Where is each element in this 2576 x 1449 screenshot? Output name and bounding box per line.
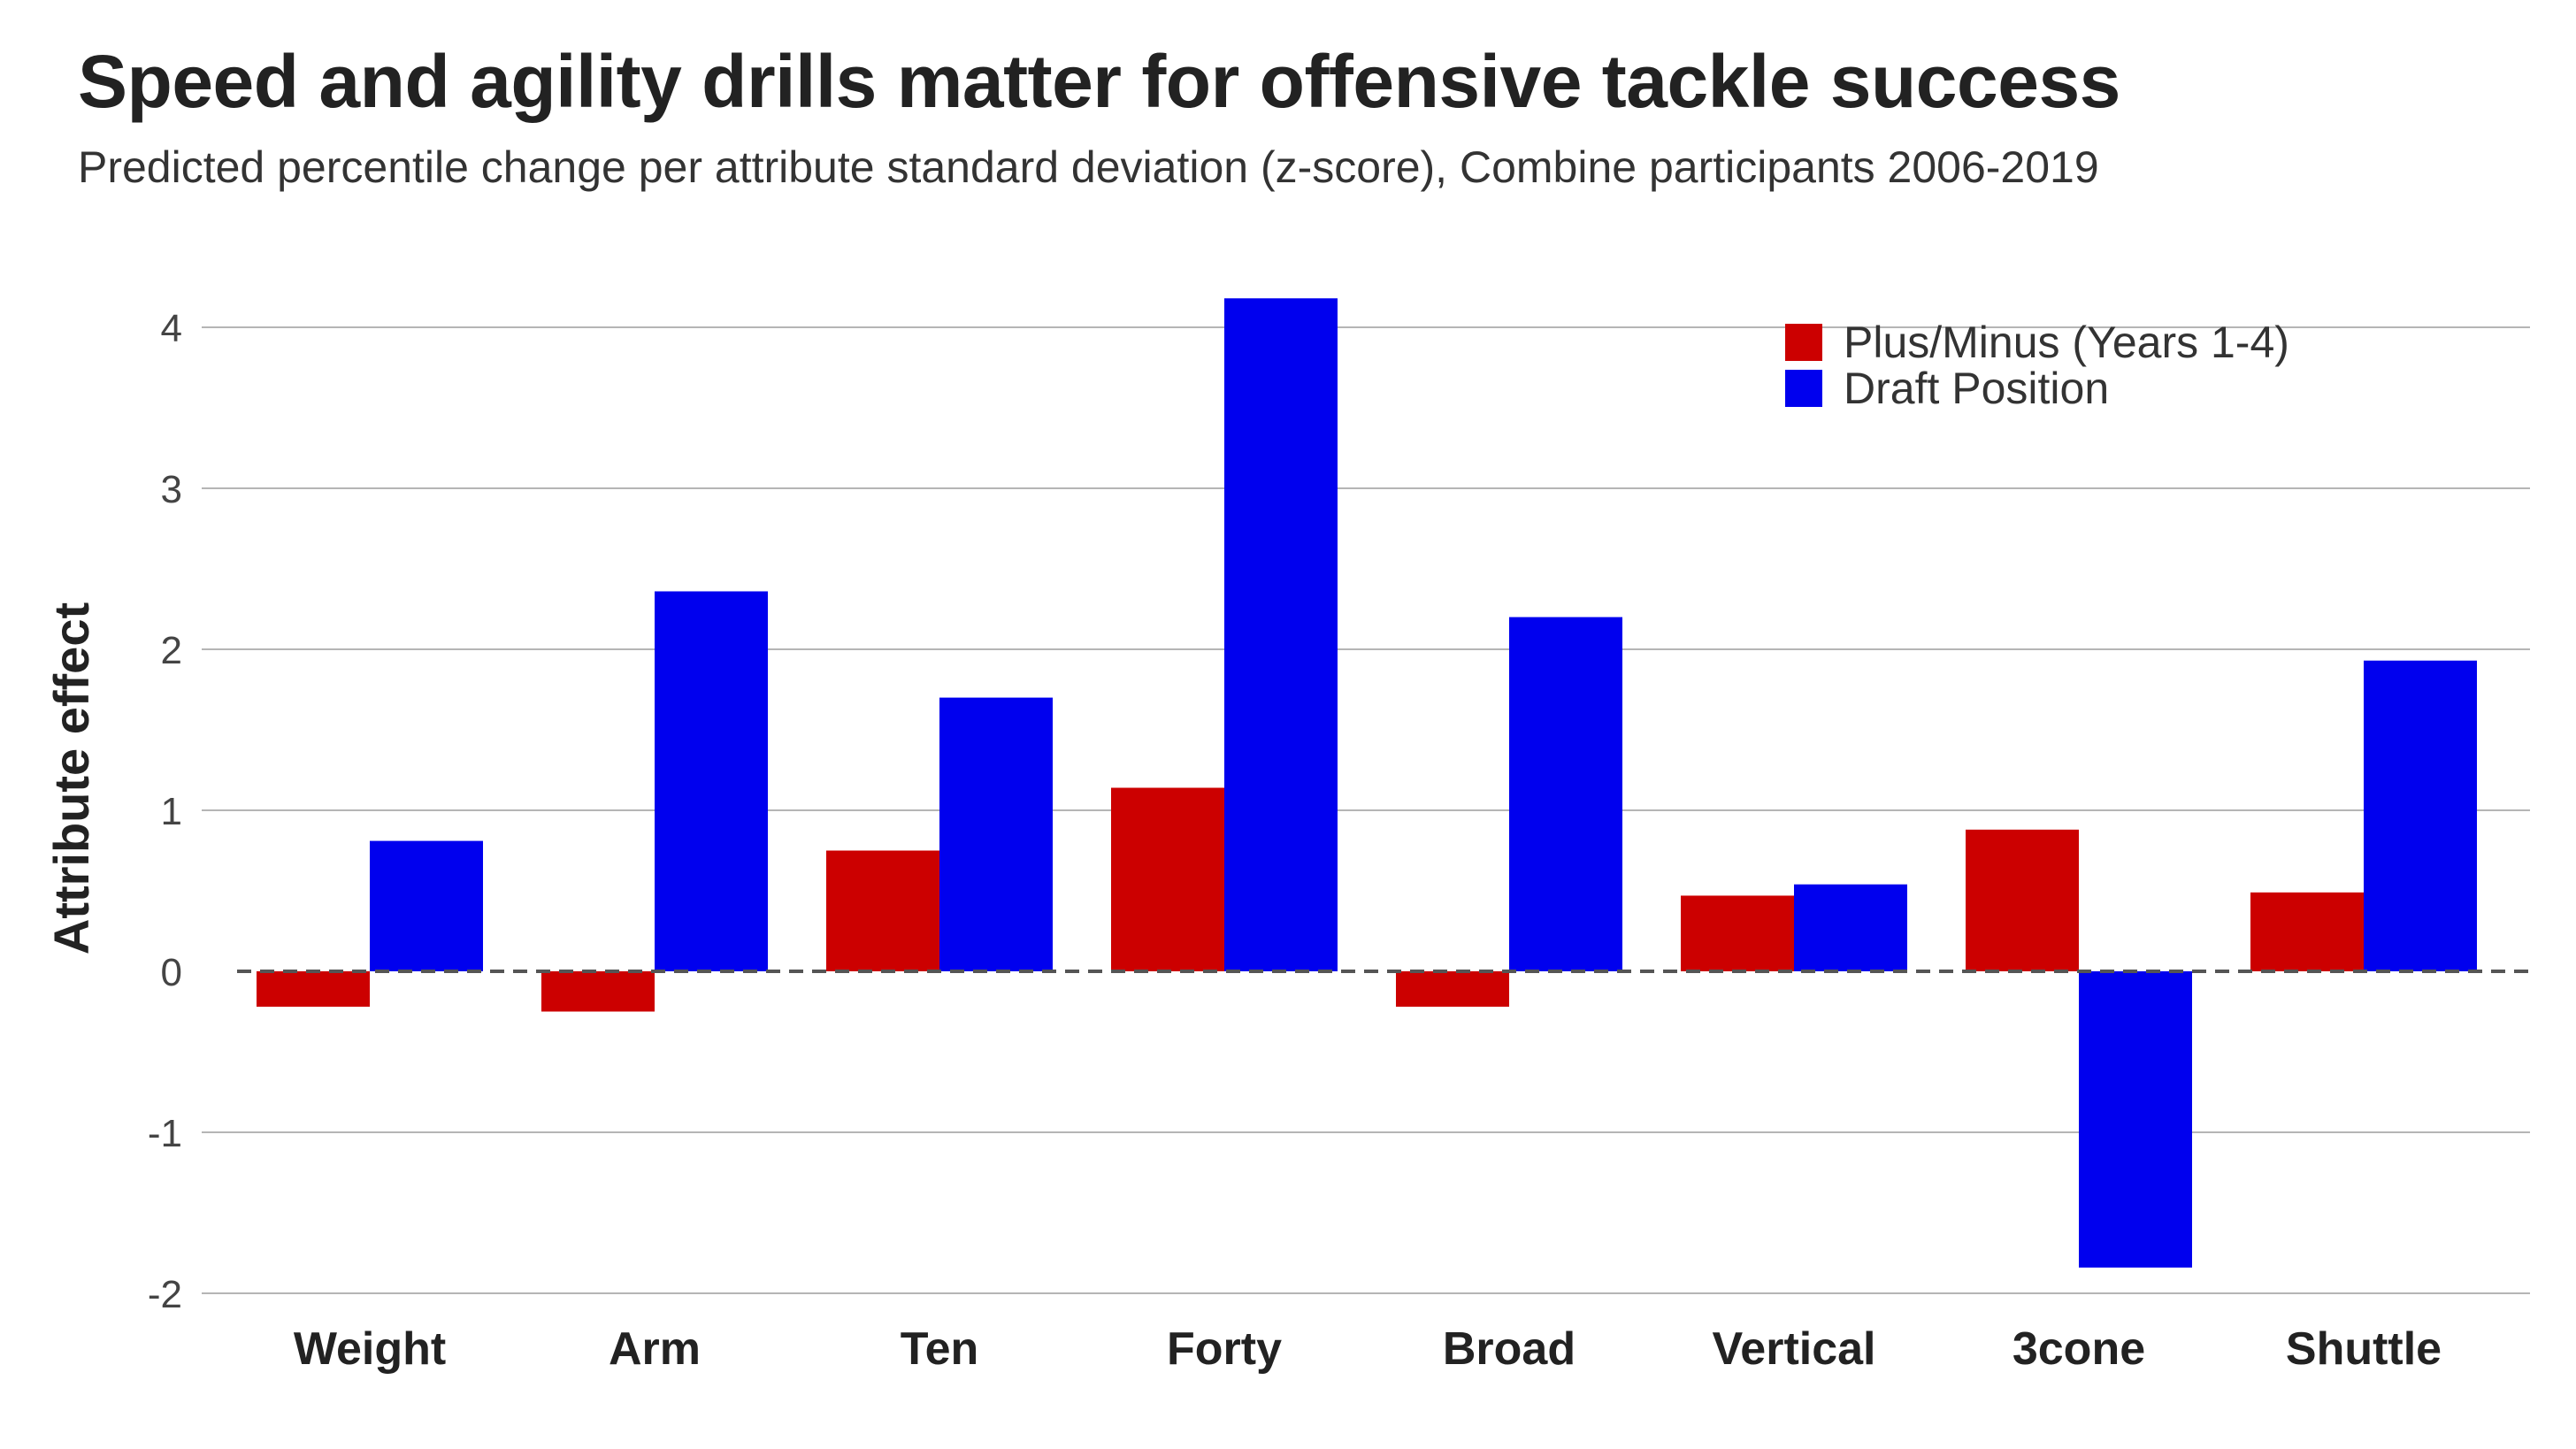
legend-label: Draft Position <box>1844 364 2109 413</box>
y-axis-label: Attribute effect <box>43 602 99 954</box>
bar-draft-position-broad <box>1509 617 1622 971</box>
bar-draft-position-vertical <box>1794 884 1907 971</box>
legend-swatch <box>1785 324 1822 361</box>
y-tick-label: 1 <box>161 790 182 833</box>
x-axis-ticks: Weight Arm Ten Forty Broad Vertical 3cone Shutt… <box>294 1323 2442 1375</box>
x-tick-label: Shuttle <box>2286 1323 2442 1375</box>
legend: Plus/Minus (Years 1-4)Draft Position <box>1785 318 2289 413</box>
x-tick-label: Arm <box>609 1323 701 1375</box>
x-tick-label: Weight <box>294 1323 446 1375</box>
legend-swatch <box>1785 370 1822 407</box>
y-tick-label: -2 <box>148 1273 182 1316</box>
bar-draft-position-forty <box>1224 298 1338 971</box>
chart-subtitle: Predicted percentile change per attribut… <box>78 142 2099 192</box>
bar-draft-position-shuttle <box>2364 660 2477 971</box>
legend-label: Plus/Minus (Years 1-4) <box>1844 318 2289 367</box>
x-tick-label: Vertical <box>1712 1323 1875 1375</box>
bar-plus-minus-forty <box>1111 787 1224 971</box>
bar-plus-minus-shuttle <box>2250 892 2364 971</box>
y-tick-label: -1 <box>148 1112 182 1155</box>
y-tick-label: 3 <box>161 468 182 511</box>
x-tick-label: Ten <box>901 1323 979 1375</box>
y-tick-label: 0 <box>161 951 182 994</box>
y-tick-label: 4 <box>161 307 182 350</box>
bar-plus-minus-arm <box>541 971 655 1012</box>
bar-plus-minus-vertical <box>1681 895 1794 971</box>
bar-draft-position-ten <box>939 697 1053 971</box>
chart-title: Speed and agility drills matter for offe… <box>78 40 2120 123</box>
bar-plus-minus-3cone <box>1966 829 2079 971</box>
y-axis-ticks: -2 -1 0 1 2 3 4 <box>148 307 182 1316</box>
x-tick-label: 3cone <box>2012 1323 2145 1375</box>
gridlines <box>202 326 2530 1294</box>
bar-plus-minus-ten <box>826 850 939 971</box>
bar-draft-position-3cone <box>2079 971 2192 1268</box>
bars <box>257 298 2477 1268</box>
bar-plus-minus-weight <box>257 971 370 1008</box>
y-tick-label: 2 <box>161 629 182 672</box>
bar-draft-position-arm <box>655 591 768 971</box>
x-tick-label: Forty <box>1167 1323 1282 1375</box>
bar-plus-minus-broad <box>1396 971 1509 1008</box>
x-tick-label: Broad <box>1443 1323 1576 1375</box>
bar-draft-position-weight <box>370 840 483 971</box>
